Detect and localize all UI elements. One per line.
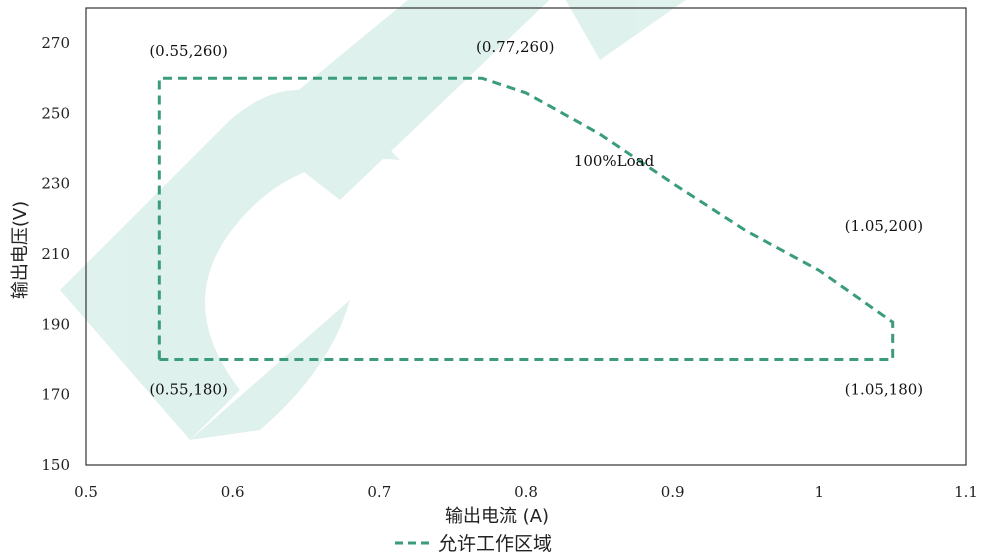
legend: 允许工作区域 [395,533,552,555]
y-tick-label: 150 [41,456,70,474]
annotation-label: (1.05,200) [845,217,924,235]
y-tick-label: 230 [41,175,70,193]
watermark-shape-right [565,0,686,60]
plot-area-border [85,7,967,466]
watermark-shape-left [60,90,400,440]
x-tick-label: 0.8 [514,483,538,501]
watermark-shape-center [250,0,550,200]
x-tick-label: 0.6 [221,483,245,501]
annotation-label: (0.55,180) [149,381,228,399]
x-axis-title: 输出电流 (A) [445,506,549,527]
series-line-operating-area [157,76,895,361]
watermark-shape-bottom [190,300,350,440]
x-tick-label: 0.9 [661,483,685,501]
y-axis: 150 170 190 210 230 250 270 [41,34,70,474]
legend-label: 允许工作区域 [438,533,552,555]
x-tick-label: 1.1 [954,483,978,501]
y-tick-label: 190 [41,315,70,333]
y-tick-label: 210 [41,245,70,263]
watermark-logo [60,0,686,440]
y-tick-label: 270 [41,34,70,52]
x-tick-label: 0.7 [367,483,391,501]
annotation-label: (1.05,180) [845,381,924,399]
x-tick-label: 1 [815,483,825,501]
annotations: (0.55,260) (0.77,260) 100%Load (1.05,200) (0… [149,38,923,398]
y-tick-label: 250 [41,104,70,122]
x-tick-label: 0.5 [74,483,98,501]
y-axis-title: 输出电压(V) [10,201,31,299]
x-axis: 0.5 0.6 0.7 0.8 0.9 1 1.1 [74,483,978,501]
annotation-label: (0.55,260) [149,42,228,60]
annotation-label: 100%Load [574,152,655,170]
y-tick-label: 170 [41,386,70,404]
annotation-label: (0.77,260) [476,38,555,56]
